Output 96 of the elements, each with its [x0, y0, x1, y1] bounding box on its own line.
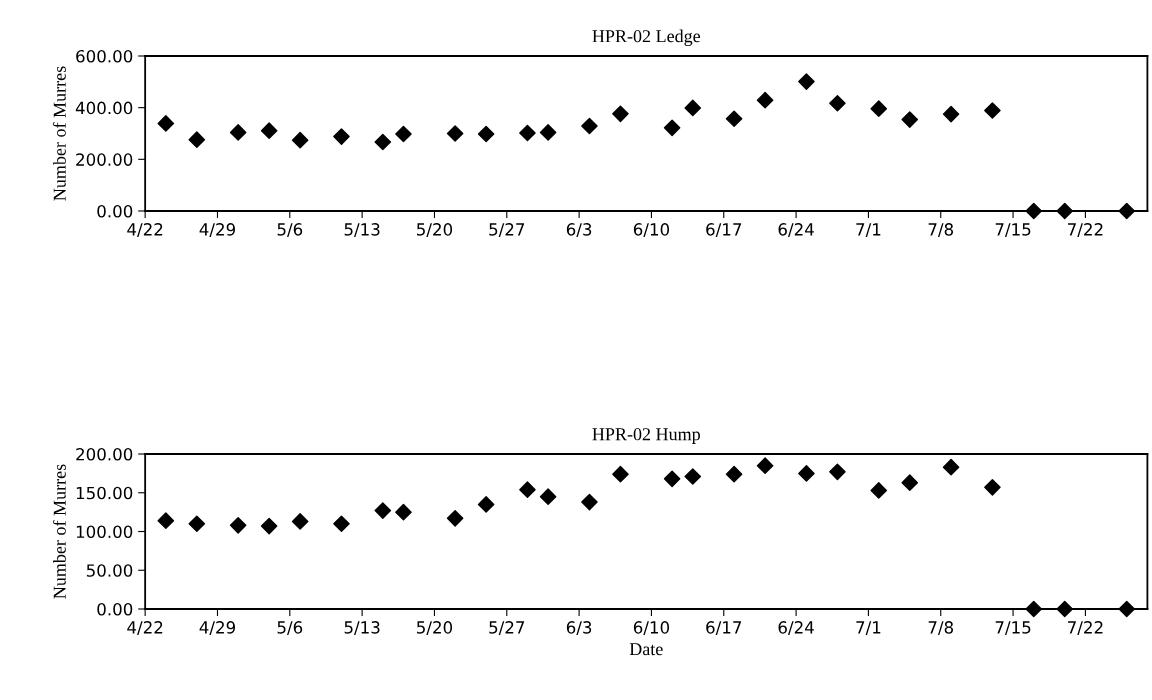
point [333, 128, 350, 145]
point [446, 125, 464, 142]
point [229, 517, 247, 534]
x-tick-label: 4/29 [199, 223, 236, 237]
x-tick-label: 5/6 [277, 223, 303, 237]
point [581, 493, 598, 511]
point [684, 99, 702, 117]
point [984, 479, 1001, 496]
point [1118, 600, 1136, 618]
x-tick-label: 6/10 [633, 621, 670, 636]
point [684, 468, 702, 485]
point [612, 465, 629, 483]
point [157, 512, 175, 529]
x-tick-label: 6/24 [778, 223, 814, 237]
x-axis-title: Date [629, 643, 663, 656]
point [188, 515, 206, 533]
point [260, 122, 278, 139]
point [374, 133, 392, 151]
point [942, 105, 960, 123]
x-tick-label: 5/13 [344, 621, 380, 636]
x-tick-label: 5/20 [417, 621, 453, 636]
point [942, 458, 960, 476]
y-tick-label: 0.00 [97, 602, 133, 616]
x-tick-label: 5/20 [417, 223, 453, 237]
point [829, 463, 846, 481]
x-tick-label: 7/22 [1068, 621, 1103, 636]
y-tick-label: 150.00 [76, 486, 133, 500]
point [333, 515, 350, 533]
point [870, 100, 888, 117]
x-tick-label: 6/10 [633, 223, 670, 237]
point [901, 474, 919, 491]
x-tick-label: 5/6 [277, 621, 303, 636]
point [539, 488, 557, 505]
y-tick-label: 100.00 [76, 525, 133, 539]
point [395, 125, 412, 143]
point [1025, 600, 1043, 618]
point [756, 457, 774, 474]
x-tick-label: 4/29 [199, 621, 236, 636]
x-tick-label: 6/3 [566, 223, 592, 237]
point [519, 481, 536, 498]
x-tick-label: 7/8 [928, 223, 954, 237]
point [395, 503, 412, 521]
point [477, 125, 495, 143]
point [1118, 202, 1136, 220]
x-tick-label: 5/27 [489, 621, 525, 636]
point [663, 470, 681, 488]
y-tick-label: 400.00 [75, 101, 133, 115]
y-tick-label: 50.00 [86, 564, 133, 577]
point [291, 513, 309, 530]
x-tick-label: 5/27 [489, 223, 525, 237]
point [663, 119, 681, 137]
y-tick-label: 200.00 [76, 153, 133, 166]
chart-title: HPR-02 Ledge [592, 29, 701, 47]
point [798, 465, 815, 482]
point [756, 91, 774, 109]
point [870, 482, 888, 499]
point [901, 111, 919, 128]
chart-title: HPR-02 Hump [592, 428, 700, 444]
x-tick-label: 6/17 [706, 621, 742, 636]
point [374, 502, 392, 519]
y-axis-title: Number of Murres [52, 464, 66, 599]
y-tick-label: 200.00 [76, 447, 133, 461]
x-tick-label: 7/15 [995, 621, 1031, 636]
point [291, 131, 309, 149]
x-tick-label: 6/17 [706, 223, 742, 237]
point [539, 124, 557, 141]
y-axis-title: Number of Murres [52, 66, 66, 201]
point [725, 465, 743, 483]
point [446, 510, 464, 527]
point [581, 117, 598, 135]
x-tick-label: 4/22 [127, 223, 163, 237]
x-tick-label: 6/24 [778, 621, 814, 636]
point [188, 131, 206, 148]
point [798, 73, 815, 90]
point [1056, 600, 1074, 618]
point [229, 124, 247, 141]
y-tick-label: 0.00 [97, 204, 133, 218]
point [829, 94, 846, 112]
point [260, 517, 278, 535]
x-tick-label: 7/22 [1068, 223, 1103, 237]
point [725, 110, 743, 128]
point [1056, 202, 1074, 220]
x-tick-label: 6/3 [566, 621, 592, 636]
point [1025, 202, 1043, 220]
point [984, 102, 1001, 119]
y-tick-label: 600.00 [76, 49, 133, 63]
x-tick-label: 7/8 [928, 621, 954, 636]
x-tick-label: 7/1 [856, 223, 881, 237]
point [519, 124, 536, 142]
x-tick-label: 5/13 [344, 223, 380, 237]
point [477, 496, 495, 513]
x-tick-label: 4/22 [127, 621, 163, 636]
point [157, 115, 175, 132]
x-tick-label: 7/1 [856, 621, 881, 636]
x-tick-label: 7/15 [995, 223, 1031, 237]
point [612, 105, 629, 123]
